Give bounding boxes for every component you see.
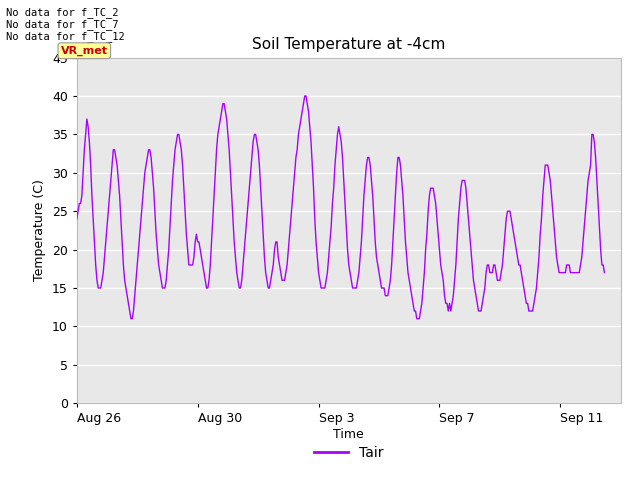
Title: Soil Temperature at -4cm: Soil Temperature at -4cm [252,37,445,52]
Legend: Tair: Tair [308,440,390,466]
Text: No data for f_TC_7: No data for f_TC_7 [6,19,119,30]
Text: VR_met: VR_met [61,46,108,56]
X-axis label: Time: Time [333,428,364,441]
Text: No data for f_TC_2: No data for f_TC_2 [6,7,119,18]
Y-axis label: Temperature (C): Temperature (C) [33,180,46,281]
Text: No data for f_TC_12: No data for f_TC_12 [6,31,125,42]
